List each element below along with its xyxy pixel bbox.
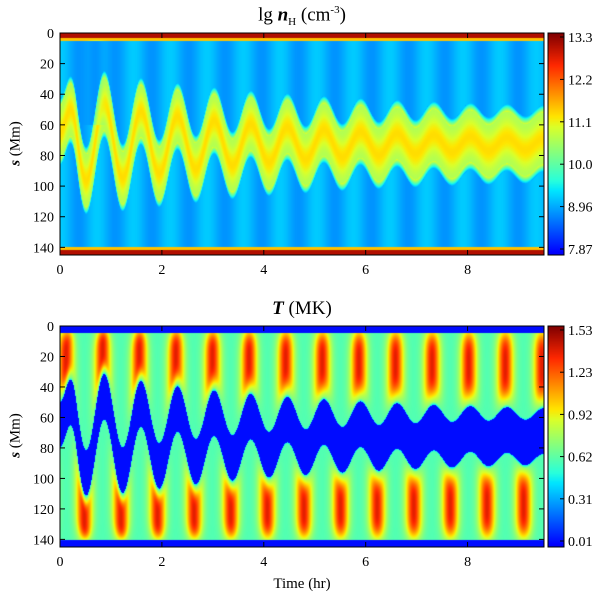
temperature-panel: T (MK) 0 2 4 6 8 0 20 40 60 80 100 120 140 1.53 1.23 0.… xyxy=(0,296,600,596)
colorbar-frame xyxy=(547,325,565,548)
temperature-ylabel: s (Mm) xyxy=(8,406,25,466)
x-tick-label: 8 xyxy=(464,555,471,570)
plot-frame xyxy=(59,32,545,256)
title-base: lg xyxy=(258,4,278,26)
title-sub: H xyxy=(288,16,297,29)
title-close: ) xyxy=(339,4,346,26)
density-panel: lg nH (cm-3) 0 2 4 6 8 0 20 40 60 80 100 120 140 13.3… xyxy=(0,0,600,290)
y-tick-label: 20 xyxy=(40,350,54,365)
y-tick-label: 140 xyxy=(33,533,54,548)
plot-frame xyxy=(59,325,545,548)
x-tick-label: 8 xyxy=(464,263,471,278)
ylabel-unit: (Mm) xyxy=(7,121,24,160)
y-tick-label: 60 xyxy=(40,411,54,426)
x-tick-label: 4 xyxy=(260,263,267,278)
x-tick-label: 0 xyxy=(57,555,64,570)
colorbar-tick-label: 0.01 xyxy=(568,535,593,550)
colorbar-tick-label: 7.87 xyxy=(568,243,593,258)
x-tick-label: 6 xyxy=(362,263,369,278)
y-tick-label: 20 xyxy=(40,58,54,73)
y-tick-label: 120 xyxy=(33,211,54,226)
ylabel-var: s xyxy=(7,451,24,458)
x-axis-label: Time (hr) xyxy=(273,576,331,592)
y-tick-label: 140 xyxy=(33,241,54,256)
title-var: T xyxy=(272,298,284,319)
ylabel-unit: (Mm) xyxy=(7,413,24,452)
colorbar-tick-label: 0.31 xyxy=(568,493,593,508)
title-unit: (cm xyxy=(296,4,331,26)
colorbar-tick-label: 0.62 xyxy=(568,451,593,466)
y-tick-label: 0 xyxy=(47,320,54,335)
y-tick-label: 80 xyxy=(40,149,54,164)
colorbar-tick-label: 10.0 xyxy=(568,158,593,173)
temperature-colorbar xyxy=(548,326,564,547)
y-tick-label: 60 xyxy=(40,119,54,134)
y-tick-label: 80 xyxy=(40,442,54,457)
density-axes: 0 2 4 6 802040608010012014013.312.211.110.08… xyxy=(33,27,593,278)
temperature-title: T (MK) xyxy=(60,298,544,320)
colorbar-tick-label: 8.96 xyxy=(568,201,593,216)
y-tick-label: 100 xyxy=(33,472,54,487)
density-title: lg nH (cm-3) xyxy=(60,4,544,28)
y-tick-label: 0 xyxy=(47,27,54,42)
colorbar-tick-label: 12.2 xyxy=(568,73,593,88)
y-tick-label: 40 xyxy=(40,88,54,103)
colorbar-tick-label: 1.53 xyxy=(568,324,593,339)
colorbar-frame xyxy=(547,32,565,256)
x-tick-label: 6 xyxy=(362,555,369,570)
x-tick-label: 4 xyxy=(260,555,267,570)
temperature-heatmap xyxy=(60,326,544,547)
title-var: n xyxy=(277,4,289,26)
density-ylabel: s (Mm) xyxy=(8,114,25,174)
ylabel-var: s xyxy=(7,159,24,166)
x-tick-label: 2 xyxy=(158,263,165,278)
y-tick-label: 100 xyxy=(33,180,54,195)
colorbar-tick-label: 11.1 xyxy=(568,116,592,131)
y-tick-label: 120 xyxy=(33,503,54,518)
y-tick-label: 40 xyxy=(40,381,54,396)
colorbar-tick-label: 1.23 xyxy=(568,366,593,381)
density-colorbar xyxy=(548,33,564,255)
title-unit: (MK) xyxy=(283,298,332,319)
colorbar-tick-label: 13.3 xyxy=(568,31,593,46)
title-sup: -3 xyxy=(330,4,340,16)
x-tick-label: 0 xyxy=(57,263,64,278)
temperature-axes: 0 2 4 6 80204060801001201401.531.230.920.620… xyxy=(33,320,593,570)
colorbar-tick-label: 0.92 xyxy=(568,408,593,423)
density-heatmap xyxy=(60,33,544,255)
x-tick-label: 2 xyxy=(158,555,165,570)
